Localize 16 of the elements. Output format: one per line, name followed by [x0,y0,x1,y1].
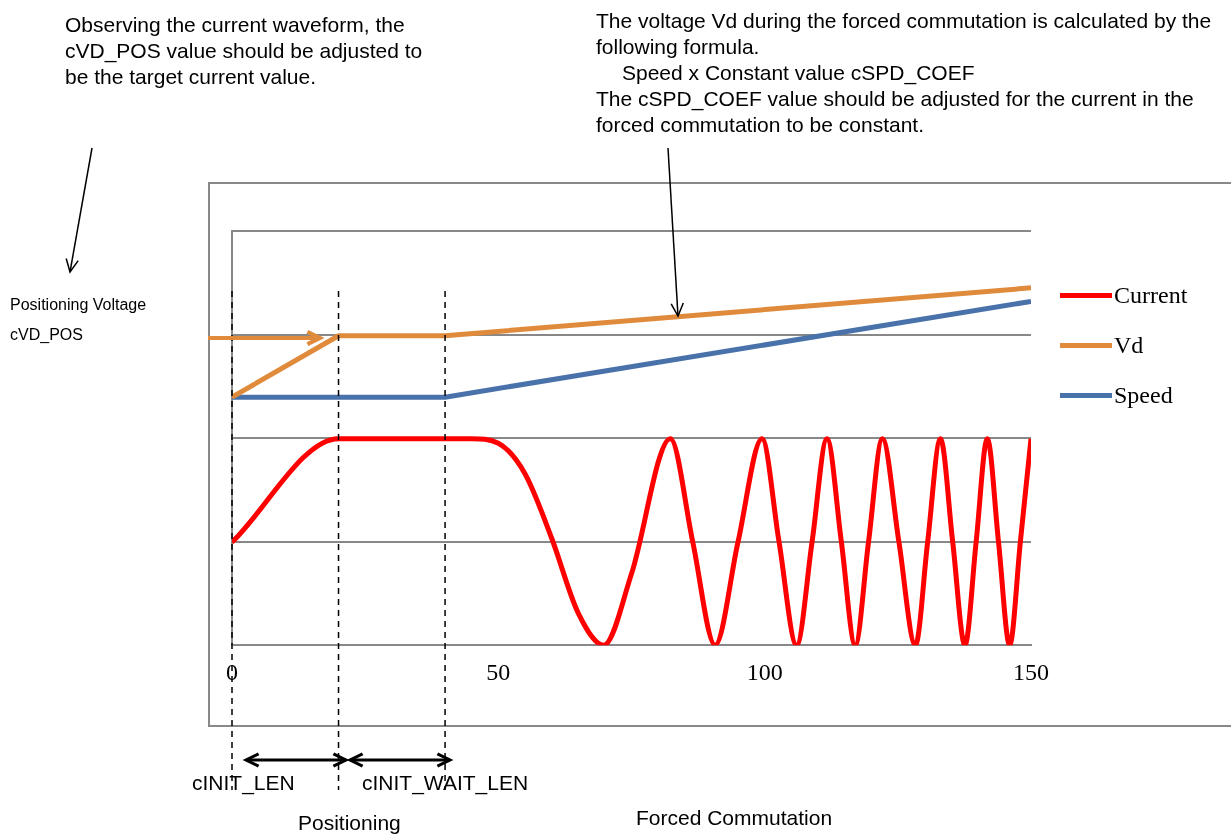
text: Positioning [298,810,402,836]
legend-label: Speed [1114,382,1173,409]
text: The voltage Vd during the forced commutation is calculated by the following formula. [596,8,1213,60]
legend-label: Current [1114,282,1188,309]
text: Positioning Voltage cVD_POS [10,295,148,345]
x-tick-label: 50 [486,658,511,685]
text: cINIT_WAIT_LEN [362,770,530,796]
text: The cSPD_COEF value should be adjusted for the current in the forced commutation to be constant. [596,86,1195,138]
x-tick-label: 150 [1013,658,1049,685]
x-tick-label: 0 [226,658,238,685]
legend-label: Vd [1114,332,1144,359]
text: Speed x Constant value cSPD_COEF [622,60,976,86]
text: cINIT_LEN [192,770,296,796]
x-tick-label: 100 [746,658,783,685]
text: Observing the current waveform, the cVD_POS value should be adjusted to be the target current value. [65,12,424,90]
text: Forced Commutation [636,805,834,831]
